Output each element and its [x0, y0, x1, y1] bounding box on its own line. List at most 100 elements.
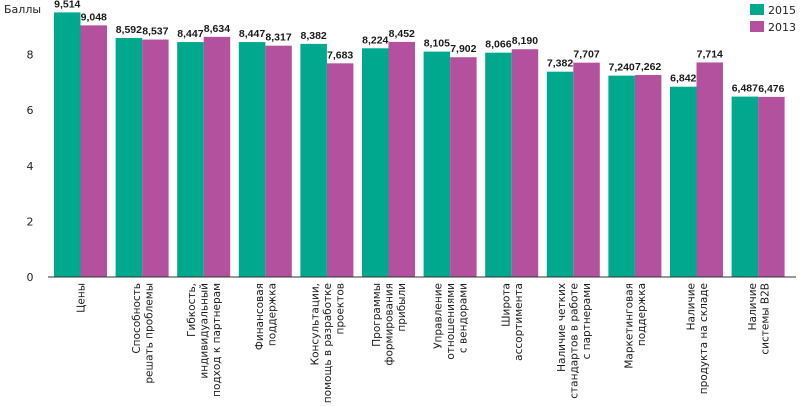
- data-label-2015-5: 8,224: [362, 34, 388, 46]
- legend-swatch-2013: [750, 21, 764, 32]
- category-label-11-line-1: системы B2B: [759, 283, 771, 355]
- data-label-2013-8: 7,707: [573, 49, 599, 61]
- data-label-2015-9: 7,240: [609, 62, 635, 74]
- bar-2013-11: [758, 96, 785, 277]
- category-label-5-line-1: формирования: [384, 283, 396, 366]
- bar-2015-5: [362, 48, 389, 277]
- y-tick-label-4: 8: [27, 49, 34, 62]
- category-label-0: Цены: [76, 283, 88, 313]
- data-label-2013-7: 8,190: [512, 35, 538, 47]
- bar-2015-3: [238, 42, 266, 278]
- category-label-5-line-0: Программы: [371, 283, 383, 347]
- bar-2015-9: [608, 75, 635, 277]
- category-label-0-line-0: Цены: [76, 283, 88, 313]
- y-tick-label-3: 6: [27, 104, 34, 117]
- data-label-2013-0: 9,048: [81, 11, 107, 23]
- bar-2015-8: [546, 71, 574, 277]
- bar-2015-6: [423, 51, 451, 278]
- data-label-2013-4: 7,683: [327, 49, 353, 61]
- bar-2013-3: [265, 45, 292, 277]
- bar-2015-2: [177, 42, 204, 278]
- data-label-2015-0: 9,514: [54, 0, 80, 10]
- category-label-10-line-0: Наличие: [685, 283, 697, 330]
- bars: [54, 12, 785, 278]
- data-label-2013-9: 7,262: [635, 61, 661, 73]
- y-tick-label-1: 2: [27, 215, 34, 228]
- data-label-2013-6: 7,902: [450, 43, 476, 55]
- category-label-8-line-2: с партнерами: [581, 283, 593, 359]
- bar-2013-10: [696, 62, 723, 277]
- data-label-2015-10: 6,842: [670, 73, 696, 85]
- data-label-2015-2: 8,447: [177, 28, 203, 40]
- data-label-2013-10: 7,714: [697, 48, 723, 60]
- data-label-2013-2: 8,634: [204, 23, 230, 35]
- bar-2013-1: [142, 39, 169, 278]
- category-label-8-line-1: стандартов в работе: [568, 283, 580, 399]
- category-label-4-line-1: помощь в разработке: [322, 283, 334, 403]
- category-label-5: Программы формирования прибыли: [371, 283, 408, 366]
- category-label-7-line-0: Широта: [500, 283, 512, 327]
- data-label-2015-4: 8,382: [301, 30, 327, 42]
- category-label-10: Наличие продукта на складе: [685, 283, 710, 394]
- category-label-9: Маркетинговая поддержка: [624, 283, 649, 369]
- legend-swatch-2015: [750, 4, 764, 15]
- data-label-2013-1: 8,537: [142, 26, 168, 38]
- legend: 2015 2013: [750, 4, 796, 34]
- category-label-3-line-0: Финансовая: [254, 283, 266, 350]
- y-tick-label-2: 4: [27, 160, 34, 173]
- bar-2013-5: [388, 41, 415, 278]
- category-label-1: Способность решать проблемы: [131, 283, 156, 384]
- category-label-10-line-1: продукта на складе: [698, 283, 710, 394]
- category-label-3-line-1: поддержка: [267, 283, 279, 346]
- bar-2015-11: [731, 96, 759, 277]
- category-label-2-line-1: индивидуальный: [199, 283, 211, 379]
- data-label-2015-8: 7,382: [547, 58, 573, 70]
- category-labels: Цены Способность решать проблемы Гибкость, и…: [76, 283, 772, 403]
- category-label-1-line-1: решать проблемы: [143, 283, 155, 384]
- data-label-2013-11: 6,476: [758, 83, 784, 95]
- bar-2013-7: [511, 49, 539, 278]
- bar-2015-7: [485, 52, 512, 278]
- category-label-6: Управление отношениями с вендорами: [433, 283, 470, 360]
- category-label-3: Финансовая поддержка: [254, 283, 279, 350]
- bar-2013-0: [80, 25, 107, 278]
- data-label-2013-3: 8,317: [265, 32, 291, 44]
- bar-2015-4: [300, 43, 327, 277]
- category-label-6-line-2: с вендорами: [458, 283, 470, 353]
- bar-2013-8: [573, 62, 600, 277]
- bar-2015-1: [115, 38, 143, 277]
- category-label-2-line-2: подход к партнерам: [211, 283, 223, 397]
- category-label-8: Наличие четких стандартов в работе с партн…: [556, 283, 593, 399]
- category-label-2: Гибкость, индивидуальный подход к партнера…: [186, 283, 223, 397]
- category-label-7: Широта ассортимента: [500, 283, 525, 361]
- bar-2013-6: [450, 57, 477, 278]
- category-label-7-line-1: ассортимента: [513, 283, 525, 361]
- legend-label-2015: 2015: [768, 4, 796, 17]
- data-label-2015-6: 8,105: [424, 38, 450, 50]
- category-label-11-line-0: Наличие: [747, 283, 759, 330]
- bar-2013-4: [326, 63, 354, 278]
- data-label-2015-3: 8,447: [239, 28, 265, 40]
- category-label-8-line-0: Наличие четких: [556, 283, 568, 372]
- bar-2015-10: [670, 86, 697, 277]
- data-label-2013-5: 8,452: [389, 28, 415, 40]
- y-tick-label-0: 0: [27, 271, 34, 284]
- legend-label-2013: 2013: [768, 21, 796, 34]
- bar-2015-0: [54, 12, 81, 277]
- category-label-2-line-0: Гибкость,: [186, 283, 198, 337]
- category-label-4: Консультации, помощь в разработке проектов: [309, 283, 346, 403]
- category-label-4-line-2: проектов: [334, 283, 346, 335]
- category-label-9-line-1: поддержка: [636, 283, 648, 346]
- category-label-6-line-0: Управление: [433, 283, 445, 349]
- category-label-5-line-2: прибыли: [396, 283, 408, 332]
- bar-2013-9: [634, 75, 662, 277]
- category-label-9-line-0: Маркетинговая: [624, 283, 636, 369]
- bar-2013-2: [203, 36, 231, 277]
- category-label-4-line-0: Консультации,: [309, 283, 321, 365]
- category-label-6-line-1: отношениями: [445, 283, 457, 360]
- y-axis: 0 2 4 6 8: [27, 49, 34, 285]
- category-label-1-line-0: Способность: [131, 283, 143, 354]
- y-axis-title: Баллы: [4, 3, 41, 16]
